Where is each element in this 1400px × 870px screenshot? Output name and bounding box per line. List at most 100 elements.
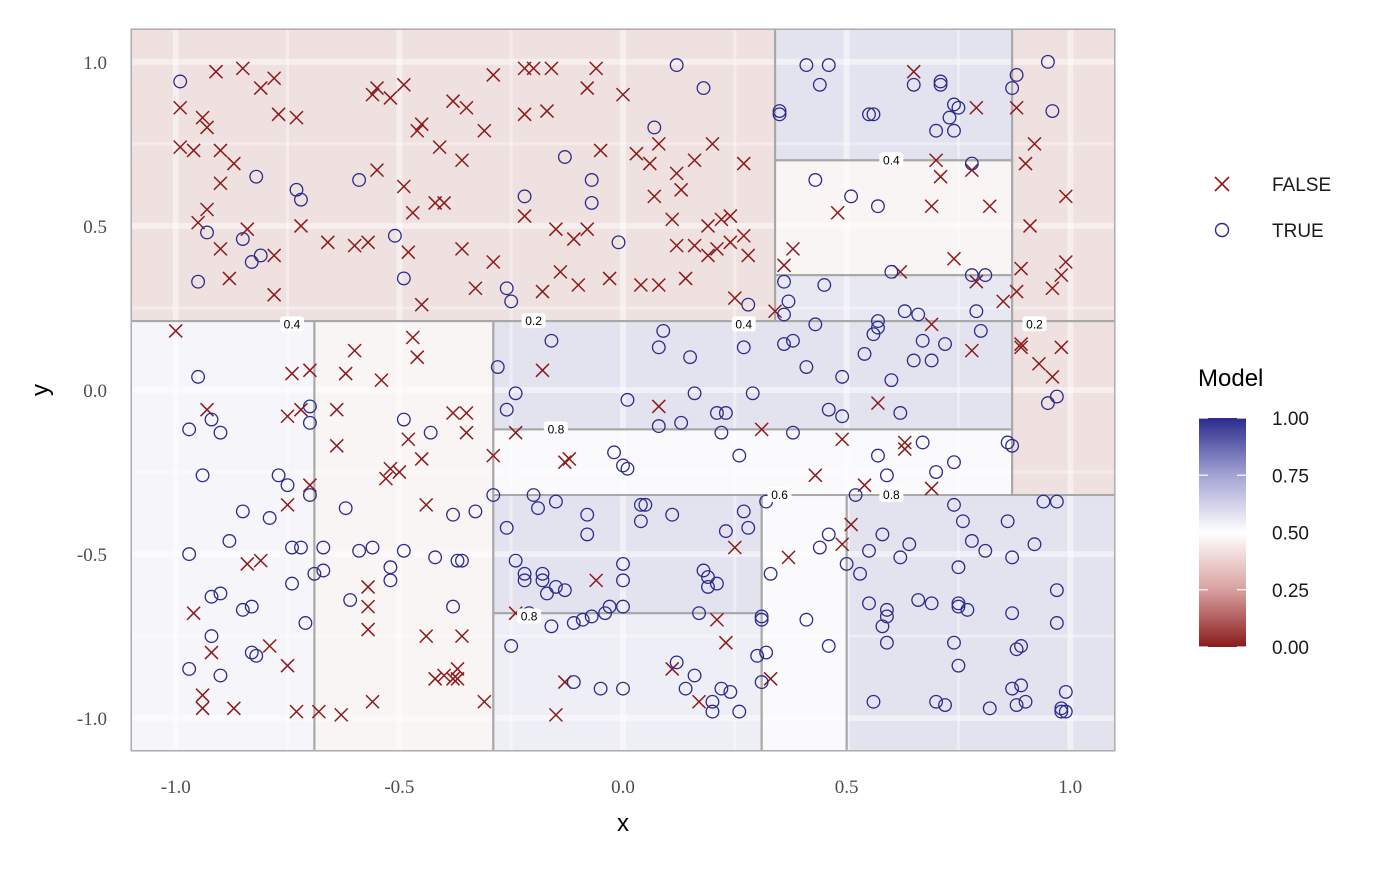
data-point-true: [718, 406, 733, 420]
data-point-false: [361, 622, 376, 637]
x-marker-stroke: [361, 622, 376, 637]
data-point-false: [580, 222, 595, 237]
data-point-true: [911, 307, 926, 322]
data-point-true: [929, 465, 944, 479]
data-point-false: [700, 248, 716, 263]
data-point-true: [1000, 514, 1015, 529]
data-point-false: [396, 77, 411, 92]
x-marker-stroke: [593, 143, 608, 158]
x-marker-stroke: [651, 277, 666, 293]
x-marker-stroke: [293, 402, 308, 417]
data-point-true: [616, 573, 630, 588]
data-point-false: [1009, 100, 1024, 115]
data-point-true: [191, 274, 206, 289]
data-point-true: [714, 425, 729, 440]
data-point-false: [267, 287, 282, 302]
x-marker-stroke: [459, 100, 474, 115]
x-tick-label: 0.0: [611, 777, 635, 798]
x-marker-stroke: [727, 291, 742, 306]
x-marker-stroke: [222, 271, 237, 286]
x-marker-stroke: [544, 61, 559, 76]
x-marker-stroke: [213, 241, 228, 256]
data-point-false: [727, 540, 742, 555]
x-marker-stroke: [267, 248, 282, 263]
data-point-false: [240, 222, 255, 237]
x-marker-stroke: [709, 241, 724, 256]
data-point-false: [933, 169, 948, 184]
data-point-true: [759, 645, 774, 660]
data-point-true: [499, 402, 514, 417]
data-point-true: [924, 596, 939, 611]
data-point-true: [718, 524, 733, 539]
x-marker-stroke: [700, 218, 716, 233]
data-point-false: [486, 254, 501, 270]
x-marker-stroke: [642, 156, 657, 171]
data-point-false: [401, 432, 416, 447]
x-marker-stroke: [200, 402, 215, 417]
data-point-true: [486, 488, 501, 502]
data-point-true: [396, 412, 411, 427]
data-point-true: [745, 386, 760, 401]
data-point-true: [884, 373, 899, 388]
data-point-true: [741, 297, 756, 312]
x-marker-stroke: [284, 366, 300, 381]
data-point-false: [293, 218, 308, 233]
y-tick-label: 1.0: [83, 53, 107, 74]
data-point-true: [669, 58, 684, 73]
data-point-true: [973, 323, 988, 338]
data-point-false: [226, 156, 241, 171]
data-point-false: [857, 478, 872, 493]
data-point-true: [844, 189, 859, 204]
x-marker-stroke: [486, 254, 501, 270]
leaf-label-background: [517, 608, 542, 624]
x-marker-stroke: [535, 284, 550, 299]
data-point-true: [200, 225, 214, 240]
data-point-true: [951, 100, 966, 115]
data-point-false: [450, 671, 465, 686]
data-point-true: [616, 556, 630, 571]
x-marker-stroke: [200, 120, 215, 135]
data-point-false: [723, 235, 738, 250]
data-point-false: [369, 81, 385, 96]
x-marker-stroke: [437, 195, 452, 210]
data-point-true: [969, 304, 984, 319]
data-point-true: [821, 58, 836, 73]
data-point-true: [244, 645, 259, 660]
data-point-false: [437, 195, 452, 210]
data-point-true: [535, 573, 550, 588]
data-point-true: [213, 586, 228, 601]
data-point-false: [405, 330, 420, 345]
x-tick-label: -1.0: [161, 777, 191, 798]
x-marker-stroke: [924, 317, 939, 332]
x-marker-stroke: [1018, 156, 1033, 171]
x-marker-stroke: [723, 235, 738, 250]
data-point-true: [875, 527, 890, 542]
x-marker-stroke: [446, 94, 461, 109]
data-point-true: [772, 104, 787, 118]
x-marker-stroke: [776, 258, 792, 273]
x-marker-stroke: [410, 350, 425, 365]
data-point-false: [454, 241, 470, 256]
data-point-true: [544, 619, 559, 634]
data-point-false: [477, 694, 492, 709]
x-marker-stroke: [226, 701, 241, 716]
data-point-true: [870, 448, 885, 463]
data-point-false: [365, 694, 380, 709]
data-point-true: [195, 468, 210, 483]
data-point-true: [352, 543, 367, 558]
x-marker-stroke: [548, 707, 563, 722]
data-point-true: [607, 445, 622, 460]
data-point-false: [736, 156, 751, 171]
data-point-true: [978, 268, 993, 283]
data-point-true: [280, 478, 295, 493]
data-point-true: [285, 576, 299, 591]
data-point-false: [535, 284, 550, 299]
data-point-true: [951, 560, 966, 575]
x-marker-stroke: [835, 537, 850, 552]
x-marker-stroke: [302, 478, 317, 493]
data-point-false: [580, 81, 595, 96]
model-region: [493, 429, 1013, 496]
data-point-true: [387, 228, 402, 243]
